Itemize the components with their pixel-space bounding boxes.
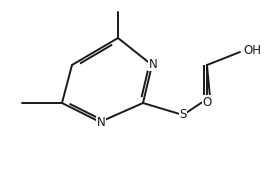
Text: S: S (179, 109, 187, 121)
Text: O: O (202, 95, 212, 109)
Text: N: N (97, 116, 105, 130)
Text: OH: OH (243, 44, 261, 56)
Text: N: N (149, 57, 157, 71)
